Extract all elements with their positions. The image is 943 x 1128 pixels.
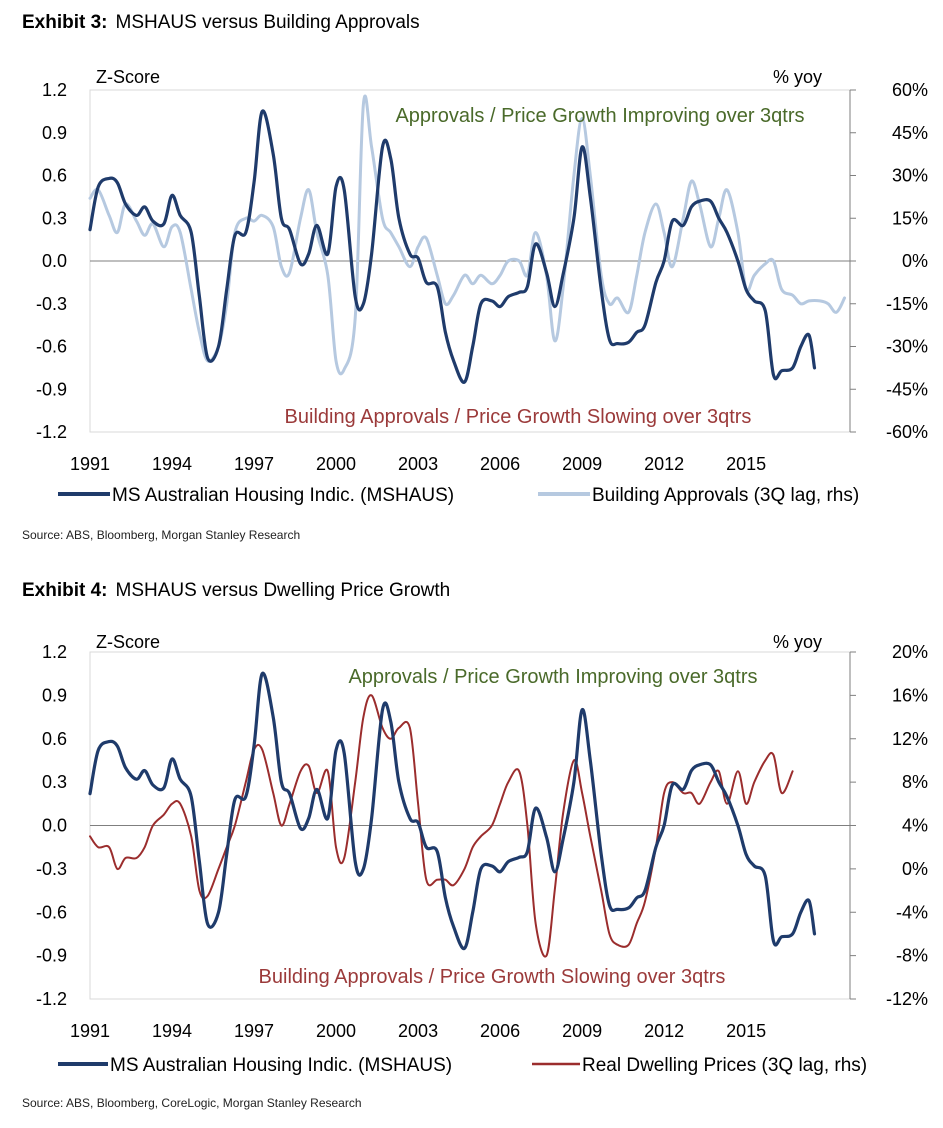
y-tick-label: 0.9: [42, 123, 67, 143]
exhibit-4-source: Source: ABS, Bloomberg, CoreLogic, Morga…: [22, 1096, 362, 1110]
dwelling-prices-chart: 1.2 0.9 0.6 0.3 0.0 -0.3 -0.6 -0.9 -1.2 20% 16% 12…: [36, 632, 928, 1076]
x-tick-label: 2009: [562, 454, 602, 474]
y2-tick-label: 12%: [892, 729, 928, 749]
x-tick-label: 2012: [644, 454, 684, 474]
x-tick-label: 2000: [316, 1021, 356, 1041]
y2-tick-label: 16%: [892, 685, 928, 705]
y-tick-label: 0.3: [42, 772, 67, 792]
y2-tick-label: 15%: [892, 208, 928, 228]
x-tick-label: 2003: [398, 454, 438, 474]
x-tick-label: 1991: [70, 454, 110, 474]
exhibit-4-heading: MSHAUS versus Dwelling Price Growth: [115, 580, 451, 601]
x-tick-label: 1991: [70, 1021, 110, 1041]
y2-tick-label: 4%: [902, 816, 928, 836]
y2-tick-label: -15%: [886, 294, 928, 314]
x-tick-label: 2006: [480, 454, 520, 474]
y-tick-label: 0.9: [42, 685, 67, 705]
left-axis: 1.2 0.9 0.6 0.3 0.0 -0.3 -0.6 -0.9 -1.2: [36, 642, 67, 1009]
exhibit-4-title: Exhibit 4: MSHAUS versus Dwelling Price G…: [22, 580, 450, 602]
y2-tick-label: -30%: [886, 337, 928, 357]
legend-label-mshaus: MS Australian Housing Indic. (MSHAUS): [110, 1055, 452, 1076]
x-tick-label: 1994: [152, 454, 192, 474]
annotation-slowing: Building Approvals / Price Growth Slowin…: [285, 406, 752, 428]
y2-tick-label: -12%: [886, 989, 928, 1009]
legend: MS Australian Housing Indic. (MSHAUS) Re…: [58, 1055, 867, 1076]
x-tick-label: 1997: [234, 454, 274, 474]
y2-tick-label: -60%: [886, 422, 928, 442]
y-tick-label: -0.9: [36, 379, 67, 399]
y-tick-label: 0.0: [42, 251, 67, 271]
right-axis-title: % yoy: [773, 632, 822, 652]
x-axis: 1991 1994 1997 2000 2003 2006 2009 2012 2015: [70, 454, 766, 474]
right-axis: 60% 45% 30% 15% 0% -15% -30% -45% -60%: [850, 80, 928, 442]
exhibit-3-source: Source: ABS, Bloomberg, Morgan Stanley R…: [22, 528, 301, 542]
series-lines: [88, 671, 817, 958]
legend-label-dwelling-prices: Real Dwelling Prices (3Q lag, rhs): [582, 1055, 867, 1076]
y-tick-label: -1.2: [36, 422, 67, 442]
x-tick-label: 1997: [234, 1021, 274, 1041]
x-tick-label: 2009: [562, 1021, 602, 1041]
annotation-improving: Approvals / Price Growth Improving over …: [395, 105, 804, 127]
y-tick-label: 0.6: [42, 166, 67, 186]
y2-tick-label: 20%: [892, 642, 928, 662]
legend-label-approvals: Building Approvals (3Q lag, rhs): [592, 485, 859, 506]
y-tick-label: 1.2: [42, 80, 67, 100]
series-line-mshaus: [88, 109, 817, 384]
legend-label-mshaus: MS Australian Housing Indic. (MSHAUS): [112, 485, 454, 506]
left-axis-title: Z-Score: [96, 67, 160, 87]
y2-tick-label: 0%: [902, 859, 928, 879]
y-tick-label: 0.3: [42, 208, 67, 228]
y-tick-label: -0.6: [36, 902, 67, 922]
y2-tick-label: 30%: [892, 166, 928, 186]
y-tick-label: -0.6: [36, 337, 67, 357]
left-axis: 1.2 0.9 0.6 0.3 0.0 -0.3 -0.6 -0.9 -1.2: [36, 80, 67, 442]
right-axis: 20% 16% 12% 8% 4% 0% -4% -8% -12%: [850, 642, 928, 1009]
x-tick-label: 2006: [480, 1021, 520, 1041]
exhibit-3-label: Exhibit 3:: [22, 12, 108, 33]
y2-tick-label: 45%: [892, 123, 928, 143]
right-axis-title: % yoy: [773, 67, 822, 87]
y-tick-label: 0.6: [42, 729, 67, 749]
x-tick-label: 2015: [726, 454, 766, 474]
y-tick-label: -0.9: [36, 946, 67, 966]
legend: MS Australian Housing Indic. (MSHAUS) Bu…: [58, 485, 859, 506]
annotation-slowing: Building Approvals / Price Growth Slowin…: [259, 966, 726, 988]
annotation-improving: Approvals / Price Growth Improving over …: [348, 666, 757, 688]
y-tick-label: 1.2: [42, 642, 67, 662]
x-tick-label: 2003: [398, 1021, 438, 1041]
y-tick-label: -0.3: [36, 859, 67, 879]
exhibit-3-title: Exhibit 3: MSHAUS versus Building Approva…: [22, 12, 420, 34]
y-tick-label: -1.2: [36, 989, 67, 1009]
y2-tick-label: -8%: [896, 946, 928, 966]
y2-tick-label: -4%: [896, 902, 928, 922]
y2-tick-label: -45%: [886, 379, 928, 399]
x-tick-label: 1994: [152, 1021, 192, 1041]
y-tick-label: 0.0: [42, 816, 67, 836]
y-tick-label: -0.3: [36, 294, 67, 314]
y2-tick-label: 8%: [902, 772, 928, 792]
x-axis: 1991 1994 1997 2000 2003 2006 2009 2012 2015: [70, 1021, 766, 1041]
x-tick-label: 2015: [726, 1021, 766, 1041]
exhibit-3-heading: MSHAUS versus Building Approvals: [115, 12, 420, 33]
series-line-mshaus: [88, 671, 817, 951]
left-axis-title: Z-Score: [96, 632, 160, 652]
x-tick-label: 2000: [316, 454, 356, 474]
x-tick-label: 2012: [644, 1021, 684, 1041]
series-lines: [88, 94, 846, 384]
building-approvals-chart: 1.2 0.9 0.6 0.3 0.0 -0.3 -0.6 -0.9 -1.2 60% 45% 30…: [36, 67, 928, 506]
exhibit-4-label: Exhibit 4:: [22, 580, 108, 601]
y2-tick-label: 60%: [892, 80, 928, 100]
y2-tick-label: 0%: [902, 251, 928, 271]
